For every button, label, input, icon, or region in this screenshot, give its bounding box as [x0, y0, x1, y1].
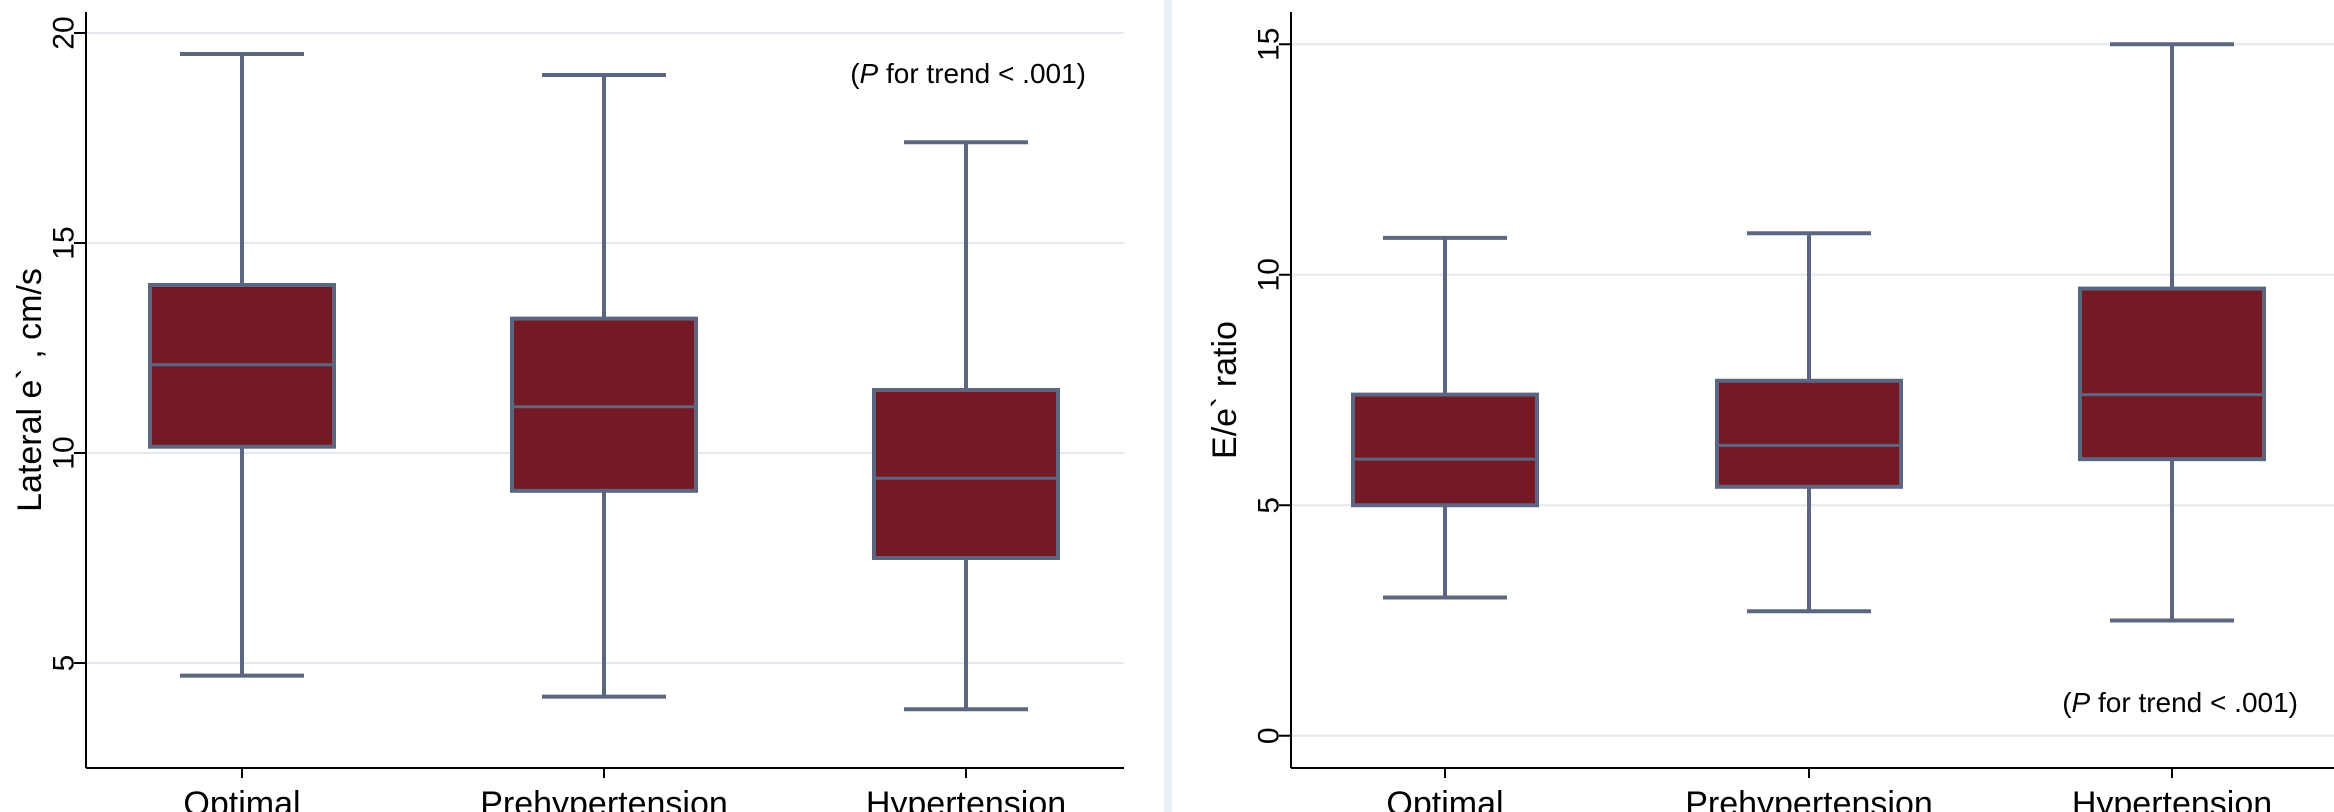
y-tick-label: 5: [48, 655, 81, 672]
box-prehypertension: [1715, 231, 1903, 614]
interquartile-box: [872, 388, 1060, 560]
y-tick-label: 15: [1253, 28, 1286, 61]
x-tick-label: Hypertension: [866, 785, 1066, 812]
y-tick-label: 15: [48, 226, 81, 259]
interquartile-box: [510, 316, 698, 493]
interquartile-box: [1715, 378, 1903, 489]
y-tick-label: 10: [1253, 258, 1286, 291]
chart-panel-1: 5 10 15 20 Lateral e` , cm/s Optimal Prehypert…: [0, 0, 1164, 812]
x-tick-label: Prehypertension: [480, 785, 728, 812]
interquartile-box: [1351, 392, 1539, 508]
x-tick-label: Prehypertension: [1685, 785, 1933, 812]
y-tick-label: 5: [1253, 497, 1286, 514]
y-tick-label: 0: [1253, 727, 1286, 744]
x-tick-label: Hypertension: [2072, 785, 2272, 812]
box-optimal: [1351, 235, 1539, 600]
x-tick-label: Optimal: [1386, 785, 1503, 812]
x-tick-label: Optimal: [183, 785, 300, 812]
box-optimal: [148, 52, 336, 678]
y-tick-label: 10: [48, 436, 81, 469]
y-axis-label: Lateral e` , cm/s: [11, 268, 49, 512]
y-axis-label: E/e` ratio: [1206, 321, 1244, 459]
chart-panel-2: 0 5 10 15 E/e` ratio Optimal Prehypertension Hy…: [1172, 0, 2334, 812]
p-trend-annotation: (P for trend < .001): [2062, 687, 2298, 718]
box-hypertension: [872, 140, 1060, 712]
box-hypertension: [2078, 42, 2266, 623]
interquartile-box: [2078, 286, 2266, 462]
y-tick-label: 20: [48, 16, 81, 49]
panel-divider: [1164, 0, 1172, 812]
p-trend-annotation: (P for trend < .001): [850, 58, 1086, 89]
box-prehypertension: [510, 73, 698, 699]
